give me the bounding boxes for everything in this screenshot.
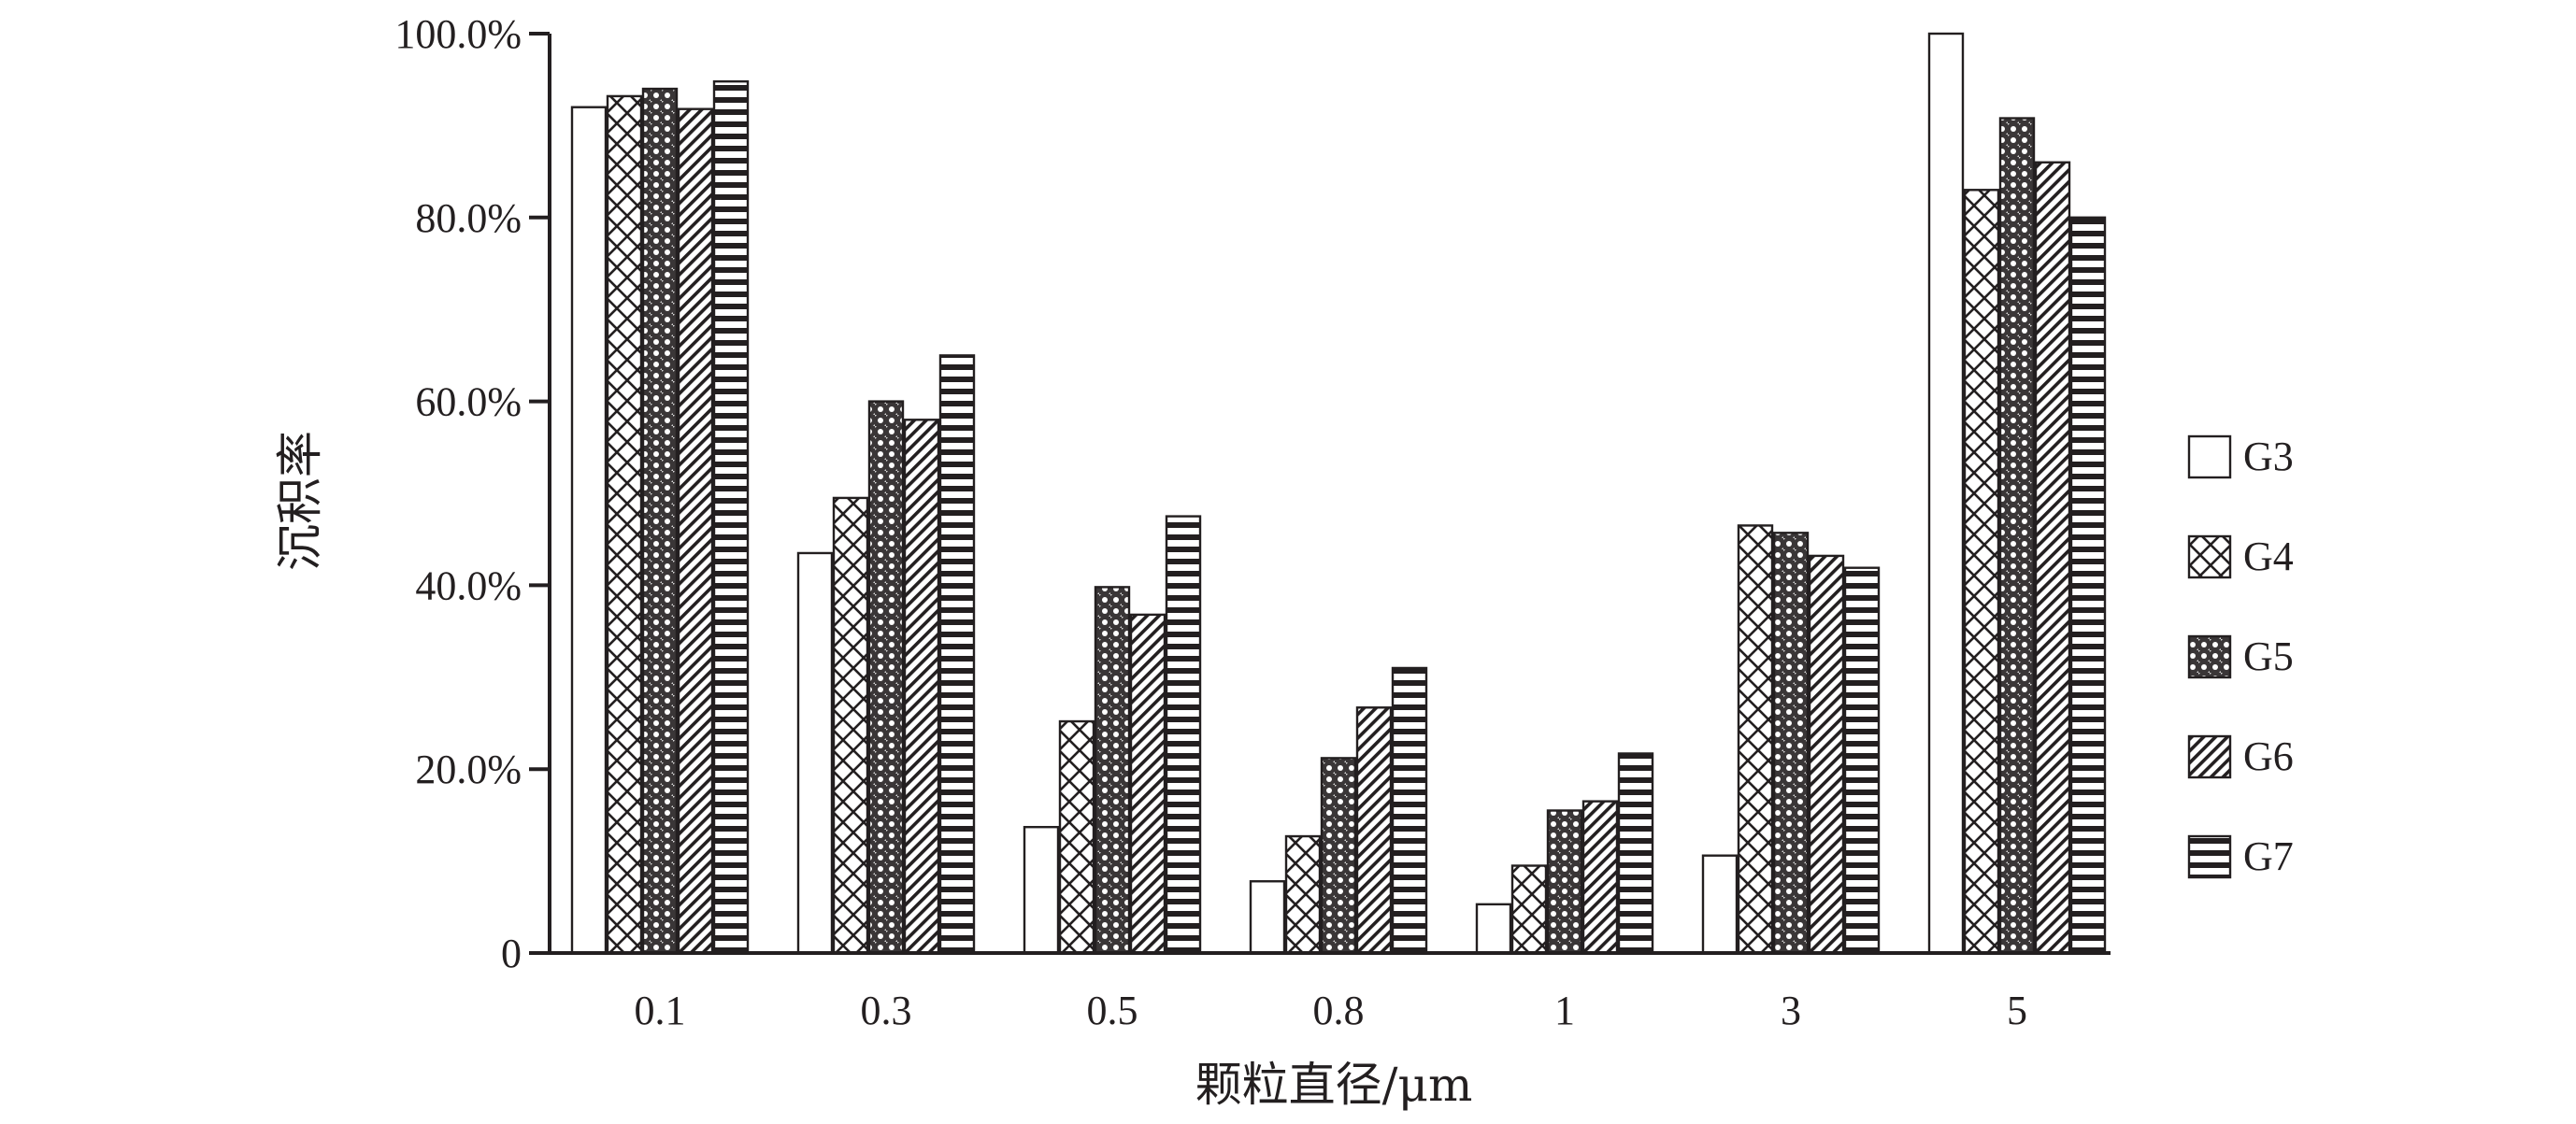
legend-label: G3: [2243, 434, 2294, 479]
bar-G6-0.3: [903, 419, 940, 955]
bar-G7-5: [2069, 216, 2107, 955]
bar-group-0.1: [570, 79, 750, 955]
x-tick-label: 0.3: [861, 988, 912, 1033]
bar-group-3: [1701, 524, 1881, 955]
bar-G3-3: [1701, 854, 1739, 955]
bar-group-1: [1475, 752, 1654, 955]
x-axis-title: 颗粒直径/μm: [1195, 1058, 1473, 1112]
bar-G7-3: [1843, 566, 1881, 955]
x-tick-label: 0.8: [1313, 988, 1365, 1033]
bar-G5-0.1: [641, 87, 679, 955]
bar-G6-1: [1581, 800, 1619, 955]
bar-G5-3: [1772, 532, 1810, 955]
y-tick-label: 60.0%: [415, 379, 522, 425]
bar-G3-0.5: [1023, 825, 1060, 955]
legend-swatch: [2187, 434, 2232, 479]
legend-swatch: [2187, 534, 2232, 579]
bar-G7-0.5: [1165, 515, 1202, 955]
bar-G7-0.3: [938, 354, 976, 955]
bar-G7-0.8: [1391, 666, 1428, 955]
bar-group-5: [1927, 32, 2107, 955]
bar-G5-0.8: [1320, 757, 1357, 955]
legend-item-G6: G6: [2187, 733, 2294, 779]
x-axis: 0.1 0.3 0.5 0.8 1 3 5: [548, 951, 2111, 1033]
x-tick-label: 5: [2007, 988, 2027, 1033]
bar-group-0.5: [1023, 515, 1202, 955]
legend-label: G7: [2243, 833, 2294, 879]
bar-group-0.8: [1249, 666, 1428, 955]
bar-G4-0.5: [1058, 719, 1095, 955]
legend-label: G6: [2243, 733, 2294, 779]
bar-G6-3: [1808, 554, 1845, 955]
bar-G4-1: [1510, 864, 1548, 955]
y-tick-label: 40.0%: [415, 562, 522, 608]
legend: G3 G4 G5 G6 G7: [2187, 434, 2294, 879]
bars-group: [570, 32, 2107, 955]
bar-G5-1: [1546, 809, 1583, 955]
bar-G6-5: [2034, 161, 2071, 955]
bar-G5-0.5: [1094, 586, 1131, 955]
legend-swatch: [2187, 634, 2232, 679]
legend-label: G5: [2243, 633, 2294, 679]
y-tick-label: 0: [501, 931, 522, 976]
x-tick-label: 3: [1781, 988, 1801, 1033]
legend-item-G4: G4: [2187, 534, 2294, 579]
bar-G3-1: [1475, 903, 1512, 955]
legend-swatch: [2187, 834, 2232, 879]
bar-G3-0.8: [1249, 880, 1286, 955]
y-axis: 0 20.0% 40.0% 60.0% 80.0% 100.0%: [394, 11, 551, 976]
bar-G4-0.3: [832, 496, 869, 955]
bar-G3-5: [1927, 32, 1965, 955]
legend-swatch: [2187, 734, 2232, 779]
legend-item-G7: G7: [2187, 833, 2294, 879]
bar-G7-1: [1617, 752, 1654, 955]
bar-G5-0.3: [867, 400, 905, 955]
bar-G3-0.3: [796, 551, 834, 955]
bar-G4-0.8: [1284, 834, 1322, 955]
x-tick-label: 0.1: [635, 988, 686, 1033]
bar-G6-0.5: [1129, 613, 1166, 955]
legend-label: G4: [2243, 534, 2294, 579]
bar-G6-0.8: [1355, 706, 1393, 955]
bar-G7-0.1: [712, 79, 750, 955]
legend-item-G5: G5: [2187, 633, 2294, 679]
legend-item-G3: G3: [2187, 434, 2294, 479]
bar-G4-0.1: [606, 94, 643, 955]
bar-G6-0.1: [677, 107, 714, 955]
bar-G3-0.1: [570, 106, 608, 955]
y-tick-label: 80.0%: [415, 195, 522, 241]
y-tick-label: 100.0%: [394, 11, 522, 57]
bar-G4-5: [1963, 189, 2000, 955]
bar-G5-5: [1998, 117, 2036, 955]
bar-group-0.3: [796, 354, 976, 955]
x-tick-label: 1: [1554, 988, 1575, 1033]
y-axis-title: 沉积率: [273, 431, 327, 571]
y-tick-label: 20.0%: [415, 747, 522, 792]
x-tick-label: 0.5: [1087, 988, 1138, 1033]
bar-G4-3: [1737, 524, 1774, 955]
